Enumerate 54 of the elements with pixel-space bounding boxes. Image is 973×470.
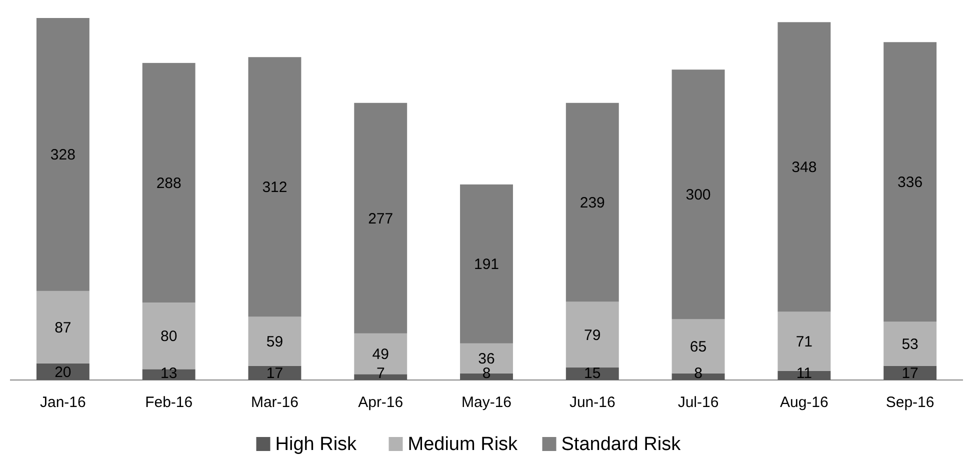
data-label: 20 — [54, 364, 72, 381]
legend-label: Medium Risk — [408, 434, 518, 455]
bar — [36, 363, 90, 380]
data-label: 49 — [372, 346, 389, 364]
data-label: 87 — [54, 319, 72, 336]
bar — [142, 302, 196, 370]
legend-label: Standard Risk — [561, 434, 682, 455]
x-tick-label: May-16 — [461, 394, 512, 411]
bar — [248, 316, 302, 366]
bar — [460, 184, 513, 344]
bar — [884, 366, 937, 380]
data-label: 288 — [156, 175, 182, 192]
data-label: 71 — [796, 334, 813, 351]
data-label: 312 — [262, 179, 288, 196]
data-label: 336 — [898, 174, 923, 192]
data-label: 13 — [160, 365, 178, 382]
bar — [884, 42, 937, 322]
data-label: 348 — [792, 159, 817, 176]
x-tick-label: Apr-16 — [358, 394, 404, 411]
bar — [142, 369, 196, 380]
data-label: 191 — [474, 256, 500, 274]
data-label: 53 — [902, 336, 918, 354]
data-label: 17 — [266, 365, 284, 382]
data-label: 7 — [376, 365, 385, 382]
data-label: 36 — [478, 350, 495, 368]
bar — [354, 102, 408, 334]
data-label: 80 — [160, 328, 178, 346]
bar — [142, 62, 196, 303]
bar — [566, 302, 619, 368]
data-label: 328 — [50, 146, 76, 164]
data-label: 15 — [584, 365, 601, 382]
x-tick-label: Sep-16 — [886, 394, 934, 411]
data-label: 17 — [902, 365, 918, 382]
data-label: 277 — [368, 210, 394, 228]
bar — [778, 22, 831, 312]
bar — [248, 57, 302, 317]
x-tick-label: Jan-16 — [40, 394, 86, 411]
data-label: 79 — [584, 326, 601, 344]
x-tick-label: Feb-16 — [145, 394, 193, 411]
bar — [884, 322, 937, 366]
x-tick-label: Mar-16 — [250, 394, 298, 411]
bar — [248, 366, 302, 380]
x-tick-label: Jun-16 — [569, 394, 616, 411]
bar — [566, 102, 619, 302]
bar — [36, 18, 90, 291]
bar — [36, 290, 90, 364]
x-tick-label: Aug-16 — [780, 394, 828, 411]
legend-label: High Risk — [275, 434, 358, 455]
data-label: 59 — [266, 334, 284, 351]
data-label: 65 — [690, 338, 707, 356]
bar — [672, 70, 725, 320]
x-tick-label: Jul-16 — [678, 394, 719, 411]
data-label: 300 — [686, 186, 711, 204]
data-label: 239 — [580, 194, 605, 212]
